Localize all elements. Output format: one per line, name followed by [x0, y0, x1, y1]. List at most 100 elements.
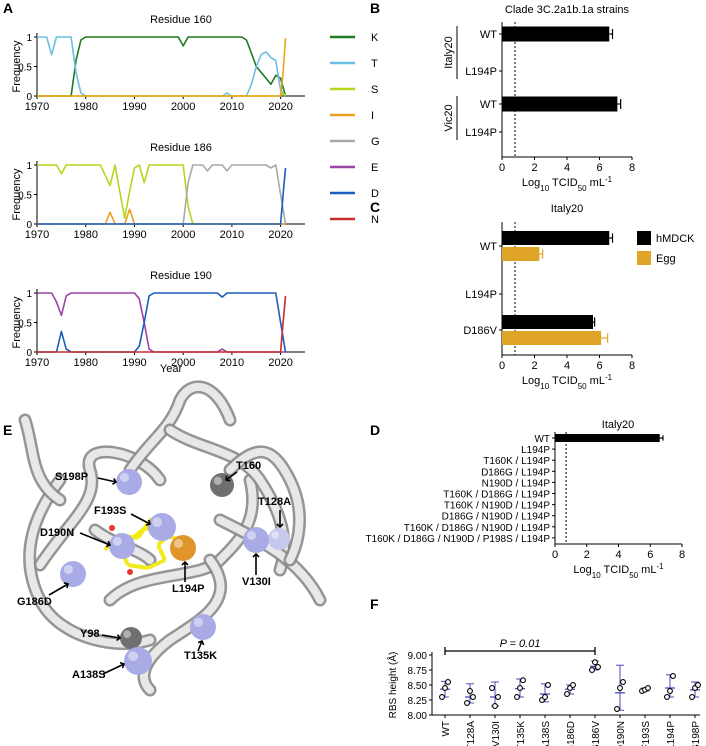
label-arrow	[102, 663, 125, 675]
data-point	[564, 691, 570, 697]
panel-letter-b: B	[370, 0, 380, 16]
chart-title: Residue 160	[150, 14, 212, 26]
axis-label-part: TCID	[549, 177, 578, 189]
axis-label-part: mL	[587, 375, 605, 387]
axis-label-part: 50	[578, 382, 587, 391]
group-label: Vic20	[443, 104, 455, 131]
legend-label: K	[371, 32, 379, 44]
y-tick-label: 9.00	[408, 651, 428, 662]
arrow-head	[119, 661, 126, 669]
data-point	[592, 659, 598, 666]
residue-sphere-g186d-shine	[63, 564, 73, 574]
y-axis-title: RBS height (Å)	[386, 652, 399, 719]
panel-letter-d: D	[370, 422, 380, 438]
data-point	[542, 694, 548, 700]
residue-sphere-t135k-shine	[193, 617, 203, 627]
arrow-head	[181, 560, 189, 566]
arrow-head	[105, 540, 112, 548]
label-arrow	[101, 634, 121, 639]
y-axis-label: Frequency	[11, 168, 23, 220]
legend-label: G	[371, 136, 380, 148]
y-tick-label: 8.75	[408, 666, 428, 677]
series-line-d	[37, 167, 287, 225]
bar-egg	[502, 331, 602, 345]
x-tick-label: 2020	[268, 229, 292, 241]
x-tick-label: 4	[564, 360, 570, 372]
data-point	[595, 664, 601, 670]
panel-c-bar-chart: 0 2 4 6 8 Log10 TCID50 mL-1 Italy20 WT L194P D186…	[463, 203, 695, 391]
data-point	[645, 685, 651, 691]
x-axis-title: Year	[160, 363, 183, 375]
x-tick-label: 2000	[171, 357, 195, 369]
y-tick-label: 0	[26, 220, 32, 231]
category-label: WT	[534, 434, 550, 445]
category-label: V130I	[491, 721, 502, 746]
residue-sphere-a138s	[124, 647, 152, 675]
y-tick-label: 0.5	[18, 191, 32, 202]
data-point	[495, 694, 501, 700]
panel-f-dot-plot: 8.00 8.25 8.50 8.75 9.00 RBS height (Å) WT T128…	[386, 638, 702, 746]
panel-b-bar-chart: 0 2 4 6 8 Log10 TCID50 mL-1 Clade 3C.2a1b.1a s…	[443, 4, 635, 193]
x-axis-title: Log10 TCID50 mL-1	[522, 373, 613, 391]
protein-ribbon-highlight	[25, 476, 154, 648]
series-line-s	[37, 164, 286, 225]
axis-label-part: -1	[656, 562, 664, 571]
x-tick-label: 4	[564, 162, 570, 174]
data-point	[570, 682, 576, 688]
residue-sphere-t135k	[190, 614, 216, 640]
category-label: L194P	[465, 66, 497, 78]
x-tick-label: 1990	[122, 357, 146, 369]
residue-sphere-v130i	[243, 527, 269, 553]
data-point	[467, 688, 473, 694]
x-tick-label: 8	[629, 162, 635, 174]
series-line-g	[37, 164, 287, 225]
category-label: T160K / L194P	[483, 456, 550, 467]
category-label: D186G / N190D / L194P	[442, 512, 551, 523]
legend-label: E	[371, 162, 378, 174]
x-tick-label: 2010	[220, 357, 244, 369]
x-tick-label: 8	[629, 360, 635, 372]
x-tick-label: 2000	[171, 229, 195, 241]
residue-sphere-v130i-shine	[246, 530, 256, 540]
residue-label-a138s: A138S	[72, 669, 106, 681]
panel-letter-a: A	[3, 0, 13, 16]
category-label: N190D / L194P	[482, 478, 551, 489]
series-line-e	[37, 292, 286, 353]
residue-label-y98: Y98	[80, 628, 100, 640]
category-label: F193S	[641, 721, 652, 746]
bar-egg	[502, 247, 540, 261]
data-point	[489, 685, 495, 691]
data-point	[520, 677, 526, 684]
x-tick-label: 8	[679, 549, 685, 561]
legend-label: T	[371, 58, 378, 70]
bar-hmdck	[502, 315, 593, 329]
legend-label: Egg	[656, 253, 676, 265]
category-label: L194P	[666, 721, 677, 746]
x-tick-label: 1970	[25, 357, 49, 369]
data-point	[614, 706, 620, 712]
x-tick-label: 6	[647, 549, 653, 561]
data-point	[470, 694, 476, 700]
residue-sphere-d190n-shine	[112, 536, 122, 546]
axis-label-part: Log	[522, 177, 540, 189]
chart-title: Residue 186	[150, 142, 212, 154]
p-value-annotation: P = 0.01	[500, 638, 541, 650]
residue-sphere-s198p	[116, 469, 142, 495]
category-label: T160K / D186G / N190D / L194P	[404, 523, 551, 534]
axis-label-part: Log	[573, 564, 591, 576]
residue-label-t128a: T128A	[258, 496, 291, 508]
x-tick-label: 1990	[122, 229, 146, 241]
y-tick-label: 1	[26, 161, 32, 172]
bar-hmdck	[502, 231, 610, 245]
category-label: L194P	[521, 445, 550, 456]
category-label: T135K	[516, 721, 527, 746]
series-line-n	[37, 295, 287, 353]
data-point	[445, 679, 451, 685]
residue-sphere-g186d	[60, 561, 86, 587]
residue-label-v130i: V130I	[242, 576, 271, 588]
residue-label-d190n: D190N	[40, 527, 74, 539]
x-tick-label: 1980	[73, 229, 97, 241]
axis-label-part: TCID	[549, 375, 578, 387]
